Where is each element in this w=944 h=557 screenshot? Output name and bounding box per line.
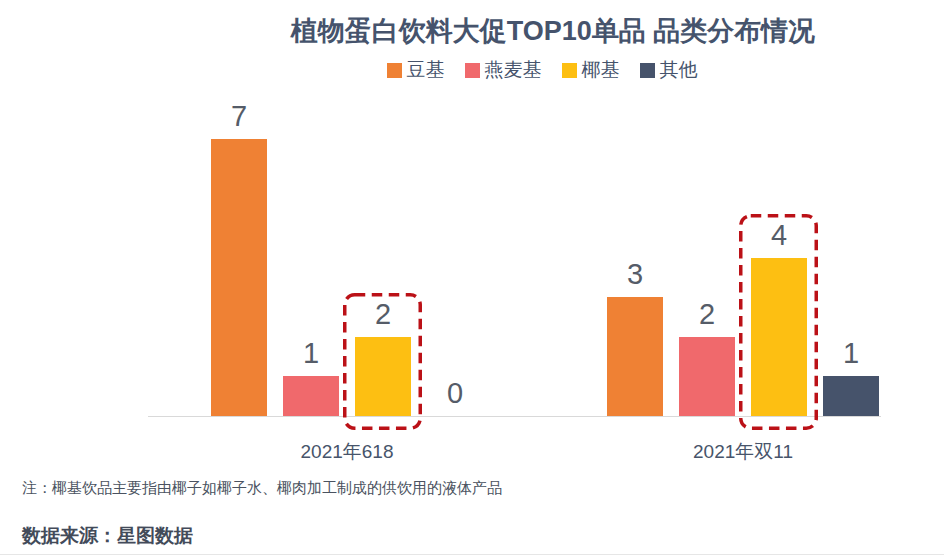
value-label-燕麦基-2021年双11: 2 bbox=[671, 300, 743, 329]
value-label-豆基-2021年618: 7 bbox=[203, 102, 275, 131]
bar-豆基-2021年双11 bbox=[607, 297, 663, 416]
legend-item-1: 豆基 bbox=[387, 57, 445, 83]
legend-label: 燕麦基 bbox=[485, 57, 542, 83]
legend-swatch bbox=[387, 63, 402, 78]
bar-燕麦基-2021年618 bbox=[283, 376, 339, 416]
value-label-燕麦基-2021年618: 1 bbox=[275, 339, 347, 368]
legend-label: 椰基 bbox=[582, 57, 620, 83]
data-source: 数据来源：星图数据 bbox=[22, 523, 193, 549]
chart-page: 植物蛋白饮料大促TOP10单品 品类分布情况 豆基 燕麦基 椰基 其他 7 1 2 0 202… bbox=[0, 0, 944, 557]
legend-item-4: 其他 bbox=[640, 57, 698, 83]
highlight-box-2021年618 bbox=[343, 293, 422, 430]
bar-燕麦基-2021年双11 bbox=[679, 337, 735, 416]
value-label-其他-2021年618: 0 bbox=[419, 379, 491, 408]
x-axis-label-2: 2021年双11 bbox=[633, 439, 853, 465]
legend-swatch bbox=[640, 63, 655, 78]
footnote: 注：椰基饮品主要指由椰子如椰子水、椰肉加工制成的供饮用的液体产品 bbox=[22, 479, 502, 498]
legend-label: 豆基 bbox=[407, 57, 445, 83]
bottom-divider bbox=[0, 554, 944, 555]
legend-label: 其他 bbox=[660, 57, 698, 83]
chart-title: 植物蛋白饮料大促TOP10单品 品类分布情况 bbox=[163, 13, 943, 49]
bar-其他-2021年双11 bbox=[823, 376, 879, 416]
value-label-其他-2021年双11: 1 bbox=[815, 339, 887, 368]
legend-swatch bbox=[562, 63, 577, 78]
x-axis-label-1: 2021年618 bbox=[237, 439, 457, 465]
bar-豆基-2021年618 bbox=[211, 139, 267, 416]
legend: 豆基 燕麦基 椰基 其他 bbox=[152, 58, 932, 82]
legend-item-2: 燕麦基 bbox=[465, 57, 542, 83]
value-label-豆基-2021年双11: 3 bbox=[599, 260, 671, 289]
legend-swatch bbox=[465, 63, 480, 78]
highlight-box-2021年双11 bbox=[739, 214, 818, 430]
legend-item-3: 椰基 bbox=[562, 57, 620, 83]
